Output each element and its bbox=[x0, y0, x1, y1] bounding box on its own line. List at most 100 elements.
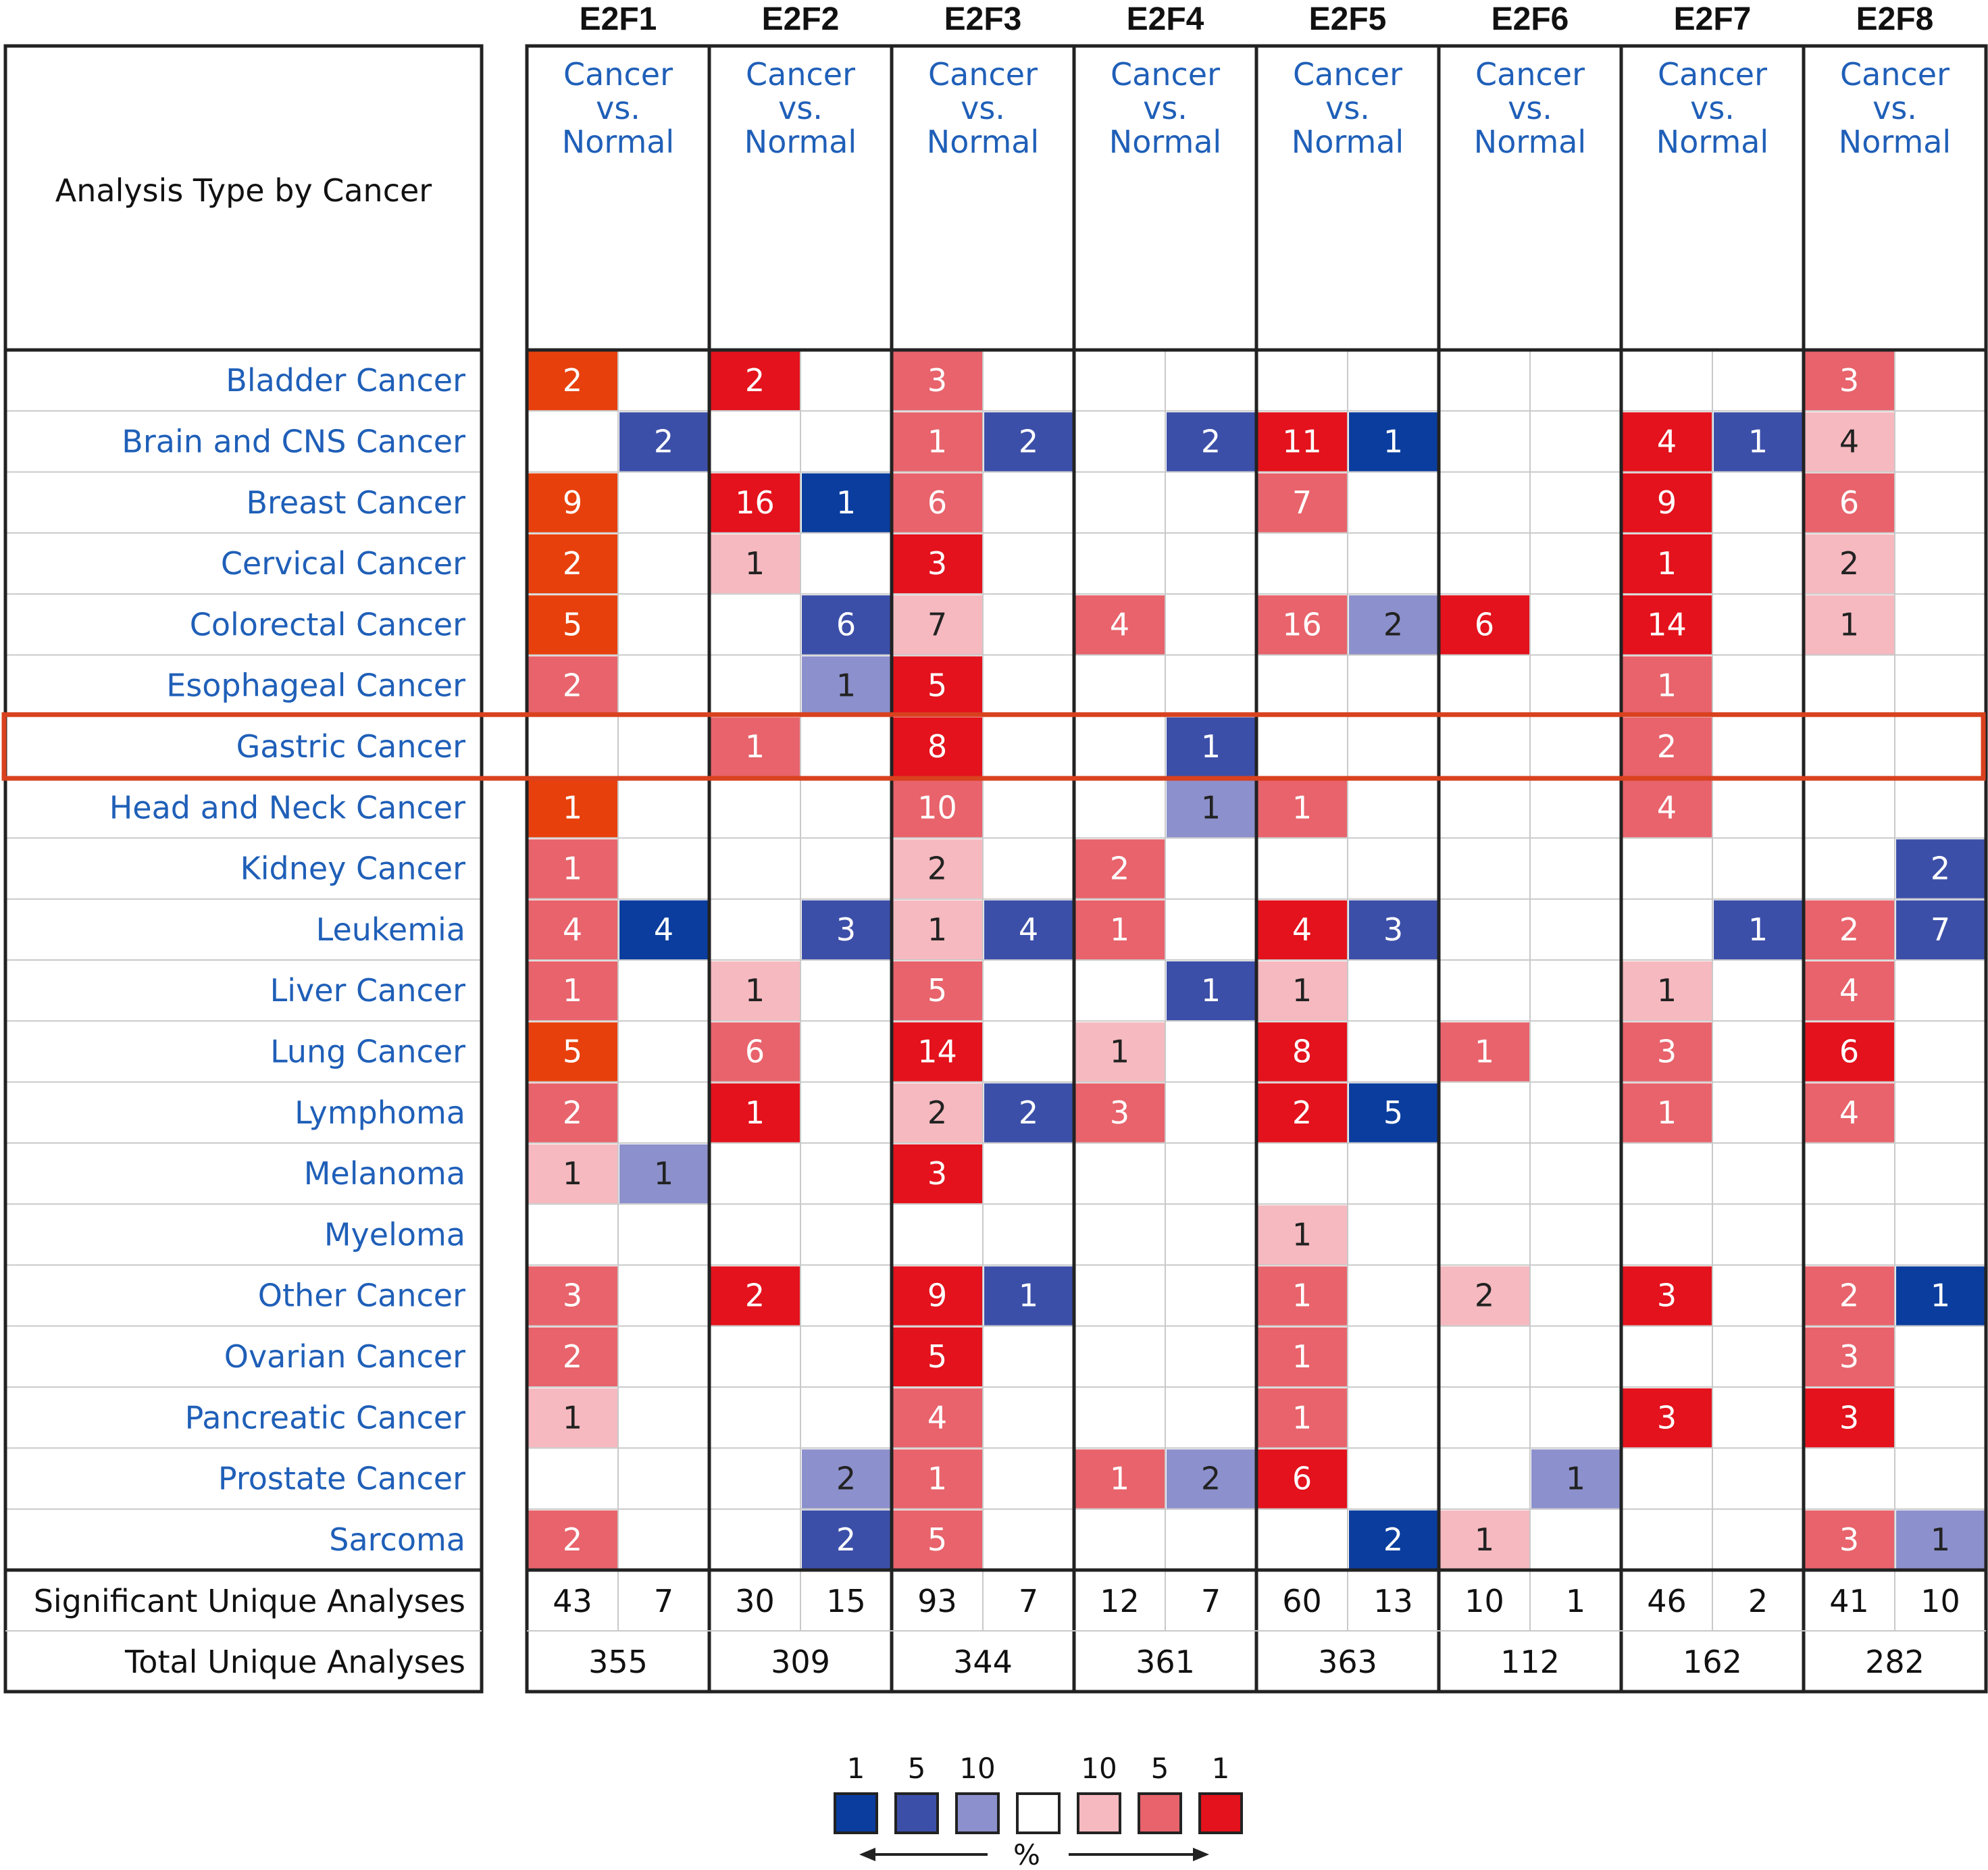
significant-down-e2f5: 13 bbox=[1373, 1583, 1413, 1619]
cell-value: 5 bbox=[927, 1338, 947, 1375]
cell-value: 3 bbox=[1657, 1399, 1677, 1436]
gene-label-e2f8: E2F8 bbox=[1856, 1, 1934, 37]
heatmap-cell bbox=[711, 1022, 800, 1082]
heatmap-cell bbox=[619, 900, 709, 959]
row-label-breast-cancer: Breast Cancer bbox=[246, 484, 465, 521]
heatmap-cell bbox=[1440, 1022, 1529, 1082]
legend-swatch-blank bbox=[1016, 1792, 1061, 1834]
heatmap-cell bbox=[528, 1144, 617, 1204]
heatmap-cell bbox=[1258, 900, 1347, 959]
heatmap-cell bbox=[1805, 412, 1894, 472]
cell-value: 16 bbox=[735, 484, 775, 521]
subtitle-e2f8-0: Cancer bbox=[1840, 56, 1949, 93]
heatmap-cell bbox=[893, 1266, 982, 1325]
heatmap-cell bbox=[893, 351, 982, 411]
heatmap-cell bbox=[711, 1083, 800, 1142]
heatmap-cell bbox=[893, 961, 982, 1021]
heatmap-cell bbox=[893, 839, 982, 899]
heatmap-cell bbox=[1805, 1388, 1894, 1448]
heatmap-cell bbox=[528, 656, 617, 715]
cell-value: 1 bbox=[1292, 1216, 1312, 1253]
cell-value: 5 bbox=[1383, 1094, 1403, 1131]
row-label-colorectal-cancer: Colorectal Cancer bbox=[190, 606, 465, 642]
subtitle-e2f4-0: Cancer bbox=[1111, 56, 1220, 93]
cell-value: 6 bbox=[1475, 606, 1494, 642]
cell-value: 1 bbox=[1657, 545, 1677, 582]
gene-label-e2f5: E2F5 bbox=[1309, 1, 1387, 37]
significant-label: Significant Unique Analyses bbox=[34, 1583, 465, 1619]
cell-value: 1 bbox=[745, 545, 765, 582]
heatmap-cell bbox=[1167, 412, 1256, 472]
row-label-kidney-cancer: Kidney Cancer bbox=[240, 851, 465, 887]
heatmap-cell bbox=[1623, 412, 1712, 472]
heatmap-cell bbox=[1805, 961, 1894, 1021]
cell-value: 5 bbox=[927, 972, 947, 1009]
cell-value: 1 bbox=[1657, 667, 1677, 704]
heatmap-cell bbox=[1896, 1266, 1985, 1325]
cell-value: 1 bbox=[745, 1094, 765, 1131]
cell-value: 5 bbox=[927, 667, 947, 704]
significant-up-e2f6: 10 bbox=[1464, 1583, 1504, 1619]
cell-value: 4 bbox=[563, 911, 582, 948]
significant-down-e2f8: 10 bbox=[1920, 1583, 1960, 1619]
heatmap-cell bbox=[1258, 1266, 1347, 1325]
heatmap-cell bbox=[893, 1144, 982, 1204]
heatmap-cell bbox=[1075, 1022, 1165, 1082]
gastric-highlight-box bbox=[1, 712, 1986, 781]
legend-arrowhead-right bbox=[1193, 1848, 1209, 1861]
heatmap-cell bbox=[1714, 412, 1803, 472]
heatmap-cell bbox=[1623, 473, 1712, 532]
heatmap-cell bbox=[1531, 1449, 1621, 1509]
heatmap-cell bbox=[984, 1083, 1073, 1142]
cell-value: 1 bbox=[1931, 1278, 1950, 1314]
cell-value: 2 bbox=[927, 1094, 947, 1131]
heatmap-cell bbox=[1623, 534, 1712, 594]
cell-value: 1 bbox=[927, 1461, 947, 1497]
cell-value: 11 bbox=[1282, 423, 1322, 459]
heatmap-cell bbox=[984, 412, 1073, 472]
heatmap-cell bbox=[1258, 412, 1347, 472]
heatmap-cell bbox=[984, 1266, 1073, 1325]
cell-value: 2 bbox=[745, 1278, 765, 1314]
cell-value: 14 bbox=[1647, 606, 1687, 642]
heatmap-cell bbox=[1258, 1388, 1347, 1448]
cell-value: 3 bbox=[1839, 1338, 1859, 1375]
row-label-other-cancer: Other Cancer bbox=[258, 1278, 465, 1314]
cell-value: 2 bbox=[563, 667, 582, 704]
legend-swatch-up10 bbox=[1077, 1792, 1121, 1834]
heatmap-cell bbox=[1805, 595, 1894, 655]
row-label-lymphoma: Lymphoma bbox=[295, 1094, 465, 1131]
heatmap-cell bbox=[711, 534, 800, 594]
total-e2f3: 344 bbox=[953, 1644, 1013, 1680]
heatmap-cell bbox=[893, 1022, 982, 1082]
heatmap-cell bbox=[1440, 1510, 1529, 1569]
cell-value: 1 bbox=[1748, 423, 1768, 459]
row-label-pancreatic-cancer: Pancreatic Cancer bbox=[185, 1399, 465, 1436]
heatmap-cell bbox=[1349, 595, 1438, 655]
cell-value: 3 bbox=[563, 1278, 582, 1314]
heatmap-cell bbox=[893, 595, 982, 655]
heatmap-cell bbox=[1258, 1205, 1347, 1265]
cell-value: 4 bbox=[1839, 1094, 1859, 1131]
cell-value: 4 bbox=[1110, 606, 1129, 642]
cell-value: 1 bbox=[1475, 1033, 1494, 1069]
cell-value: 1 bbox=[1657, 1094, 1677, 1131]
heatmap-cell bbox=[1075, 1449, 1165, 1509]
cell-value: 3 bbox=[927, 1155, 947, 1192]
heatmap-cell bbox=[1258, 1022, 1347, 1082]
highlight-box bbox=[1, 712, 1986, 781]
cell-value: 6 bbox=[1839, 1033, 1859, 1069]
heatmap-cell bbox=[528, 473, 617, 532]
heatmap-cell bbox=[528, 351, 617, 411]
heatmap-cell bbox=[1623, 778, 1712, 838]
cell-value: 1 bbox=[1019, 1278, 1038, 1314]
total-e2f2: 309 bbox=[771, 1644, 830, 1680]
cell-value: 16 bbox=[1282, 606, 1322, 642]
heatmap-cell bbox=[528, 961, 617, 1021]
gene-label-e2f3: E2F3 bbox=[944, 1, 1022, 37]
cell-value: 2 bbox=[1201, 1461, 1221, 1497]
row-label-myeloma: Myeloma bbox=[324, 1216, 465, 1253]
heatmap-cell bbox=[1896, 900, 1985, 959]
heatmap-cell bbox=[802, 656, 891, 715]
heatmap-cell bbox=[1075, 595, 1165, 655]
